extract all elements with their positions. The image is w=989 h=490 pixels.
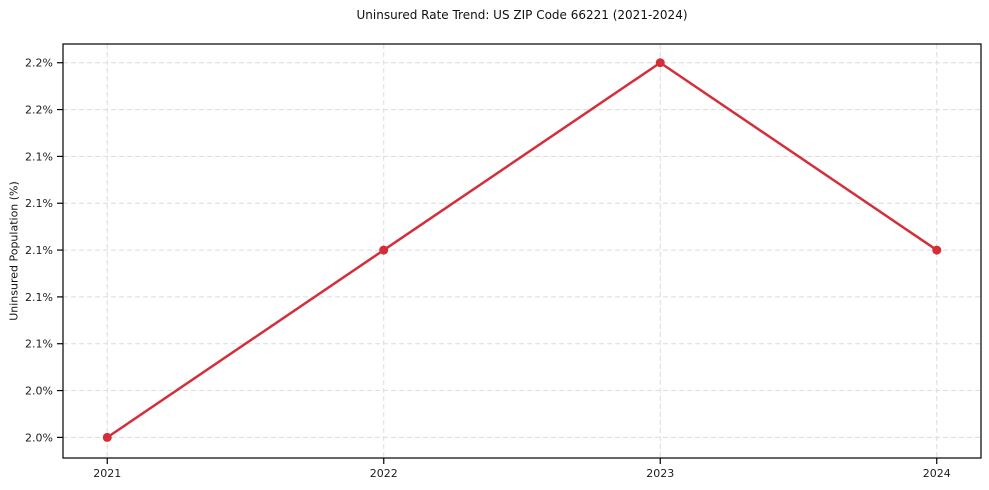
x-tick-label: 2022 xyxy=(370,467,398,480)
x-tick-label: 2023 xyxy=(646,467,674,480)
y-tick-label: 2.1% xyxy=(25,291,53,304)
x-tick-label: 2021 xyxy=(93,467,121,480)
data-point-marker xyxy=(102,432,112,442)
y-tick-label: 2.1% xyxy=(25,244,53,257)
y-tick-label: 2.2% xyxy=(25,57,53,70)
y-tick-label: 2.2% xyxy=(25,104,53,117)
y-tick-label: 2.1% xyxy=(25,197,53,210)
y-tick-label: 2.1% xyxy=(25,150,53,163)
y-tick-label: 2.0% xyxy=(25,431,53,444)
x-tick-label: 2024 xyxy=(923,467,951,480)
y-tick-label: 2.1% xyxy=(25,338,53,351)
trend-line xyxy=(105,61,939,439)
data-point-marker xyxy=(379,245,389,255)
y-tick-label: 2.0% xyxy=(25,385,53,398)
data-point-marker xyxy=(932,245,942,255)
chart-title: Uninsured Rate Trend: US ZIP Code 66221 … xyxy=(356,8,688,22)
data-point-marker xyxy=(655,58,665,68)
plot-border xyxy=(62,43,982,459)
